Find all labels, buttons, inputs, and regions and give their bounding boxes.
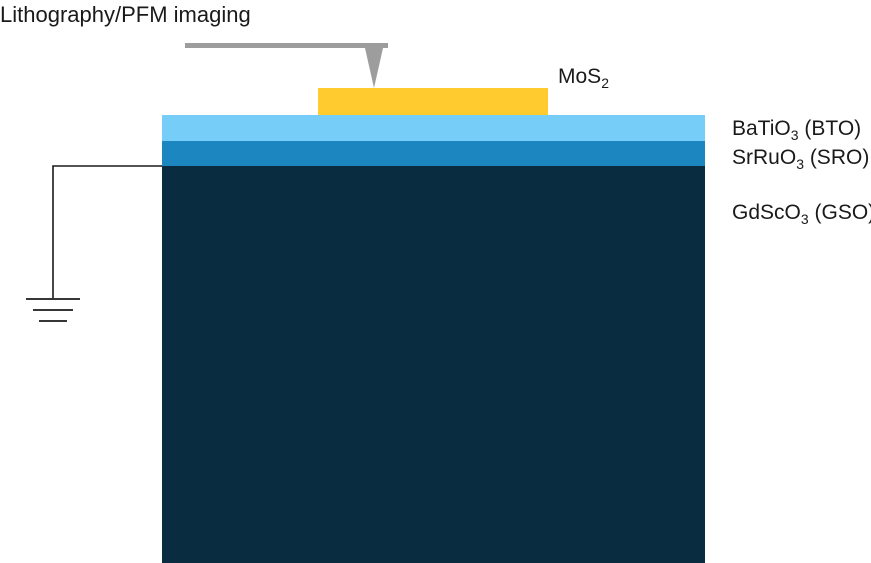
bto-abbrev: (BTO) [798, 117, 862, 140]
mos2-formula: MoS [558, 65, 602, 88]
ground-symbol-icon [26, 165, 162, 322]
afm-tip-icon [185, 43, 388, 88]
bto-ferroelectric-layer [162, 115, 705, 141]
mos2-subscript: 2 [601, 75, 609, 91]
mos2-flake [318, 88, 548, 115]
gso-formula: GdScO [732, 201, 801, 224]
gso-substrate-layer [162, 166, 705, 563]
sro-formula: SrRuO [732, 146, 797, 169]
mos2-label: MoS2 [558, 65, 609, 90]
bto-subscript: 3 [790, 127, 799, 143]
gso-abbrev: (GSO) [808, 201, 871, 224]
sro-abbrev: (SRO) [803, 146, 870, 169]
cantilever [185, 43, 388, 48]
sro-label: SrRuO3 (SRO) [732, 146, 870, 171]
sro-subscript: 3 [796, 156, 804, 172]
gso-label: GdScO3 (GSO) [732, 201, 871, 226]
gso-subscript: 3 [800, 211, 809, 227]
bto-label: BaTiO3 (BTO) [732, 117, 862, 142]
technique-title: Lithography/PFM imaging [0, 2, 251, 27]
ground-wire [52, 165, 162, 298]
bto-formula: BaTiO [732, 117, 791, 140]
sro-electrode-layer [162, 141, 705, 166]
tip-apex [365, 48, 383, 88]
